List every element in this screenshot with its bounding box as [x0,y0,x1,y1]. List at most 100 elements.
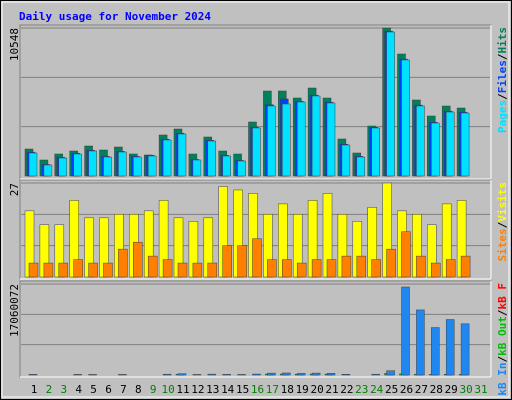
bar [460,255,471,278]
chart-title: Daily usage for November 2024 [19,10,211,23]
legend-entry: kB F [496,283,509,310]
legend-entry: Files [496,60,509,93]
bar [103,156,112,177]
x-tick-label: 16 [251,383,264,396]
bar [222,155,231,177]
x-tick-label: 22 [340,383,353,396]
bar [252,373,261,376]
legend-entry: Hits [496,27,509,54]
bar [401,286,410,376]
bar [177,262,188,278]
bar [207,373,217,376]
bar [88,262,98,278]
bar [445,319,455,376]
bar [162,139,172,177]
bar [222,245,232,278]
legend-entry: kB Out [496,316,509,356]
bar [267,372,276,376]
x-tick-label: 21 [325,383,338,396]
bar [28,262,39,278]
bar [386,248,396,278]
x-tick-label: 14 [221,383,235,396]
x-tick-label: 23 [355,383,368,396]
bar [311,372,321,376]
bar [43,164,53,177]
legend-entry: kB In [496,363,509,396]
x-tick-label: 9 [150,383,157,396]
bar [88,374,97,376]
bar [177,133,187,177]
bar [371,127,380,177]
x-tick-label: 31 [474,383,487,396]
bar [296,101,306,177]
bar [341,255,352,278]
x-tick-label: 25 [385,383,398,396]
bar [460,323,470,376]
x-tick-label: 5 [90,383,97,396]
bar [28,374,38,376]
panel [19,280,492,378]
bar [356,255,367,278]
bar [296,262,307,278]
x-tick-label: 30 [459,383,472,396]
x-tick-label: 12 [191,383,204,396]
bar [147,255,158,278]
bar [326,102,336,177]
bar [282,259,292,278]
bar [356,156,366,177]
legend: Pages/Files/Hits [496,27,509,133]
bar [431,262,441,278]
bar [192,159,202,177]
x-tick-label: 17 [266,383,279,396]
bar [445,111,455,177]
x-tick-label: 13 [206,383,219,396]
x-tick-label: 8 [135,383,142,396]
bar [371,373,380,376]
x-tick-label: 29 [445,383,458,396]
bar [282,372,291,376]
bar [162,259,173,278]
bar [207,140,217,177]
bar [341,374,351,376]
x-tick-label: 4 [75,383,82,396]
bar [103,262,113,278]
bar [371,259,381,278]
bar [341,144,351,177]
bar [162,373,172,376]
legend-separator: / [496,221,509,228]
bar [118,151,127,177]
x-tick-label: 27 [415,383,428,396]
bar [192,262,203,278]
legend-entry: Pages [496,100,509,133]
y-tick-label: 27 [8,183,21,196]
bar [252,127,261,177]
bar [147,155,157,177]
bar [386,370,395,376]
bar [416,309,425,376]
bar [73,153,82,177]
x-tick-label: 2 [46,383,53,396]
legend: kB In/kB Out/kB F [496,283,509,396]
legend-separator: / [496,93,509,100]
bar [252,238,262,278]
bar [401,59,410,177]
bar [58,262,69,278]
bar [311,95,321,177]
bar [326,373,336,376]
x-tick-label: 15 [236,383,249,396]
bar [431,327,440,376]
bar [88,150,97,177]
x-tick-label: 11 [176,383,189,396]
legend-entry: Visits [496,182,509,222]
bar [445,259,456,278]
bar [267,105,276,177]
bar [416,105,425,177]
bar [431,122,440,177]
x-tick-label: 10 [161,383,174,396]
x-tick-label: 18 [281,383,294,396]
bar [237,160,246,177]
bar [118,374,127,376]
bar [282,103,291,177]
